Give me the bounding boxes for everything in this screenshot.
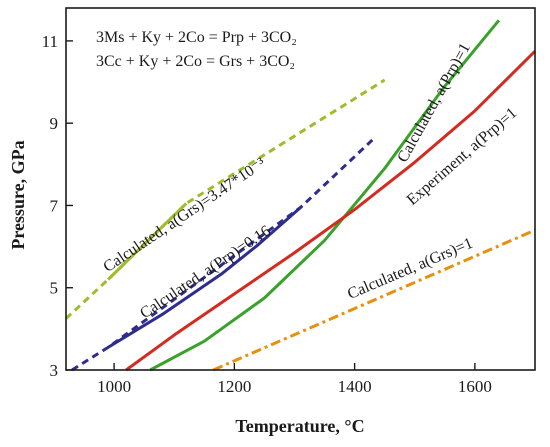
series-line-3 xyxy=(71,138,374,372)
x-tick-label-2: 1400 xyxy=(338,377,372,396)
x-tick-label-3: 1600 xyxy=(458,377,492,396)
y-axis-title: Pressure, GPa xyxy=(8,140,28,249)
y-tick-label-2: 7 xyxy=(50,196,59,215)
series-line-6 xyxy=(212,228,536,372)
y-tick-label-4: 11 xyxy=(42,32,58,51)
ticks-layer xyxy=(66,40,476,371)
series-line-5 xyxy=(64,78,386,320)
y-tick-label-0: 3 xyxy=(50,361,59,380)
plot-frame xyxy=(65,7,536,371)
x-axis-title: Temperature, °C xyxy=(235,416,364,436)
y-tick-label-1: 5 xyxy=(50,279,59,298)
x-tick-label-0: 1000 xyxy=(97,377,131,396)
series-line-2 xyxy=(107,206,302,349)
equation-2: 3Cc + Ky + 2Co = Grs + 3CO₂ xyxy=(96,53,295,70)
series-line-1 xyxy=(125,50,537,372)
series-layer xyxy=(64,19,537,372)
equation-1: 3Ms + Ky + 2Co = Prp + 3CO₂ xyxy=(96,29,297,46)
series-line-0 xyxy=(149,19,501,372)
x-tick-label-1: 1200 xyxy=(217,377,251,396)
labels-layer: 1000 1200 1400 1600 3 5 7 9 11 xyxy=(42,32,492,396)
y-tick-label-3: 9 xyxy=(50,114,59,133)
